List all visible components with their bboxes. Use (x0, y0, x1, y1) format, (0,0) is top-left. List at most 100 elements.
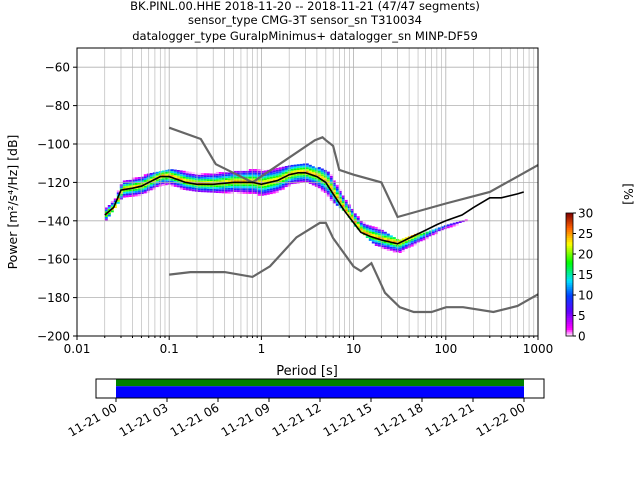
heatmap-cell (398, 247, 402, 250)
heatmap-cell (458, 230, 462, 233)
heatmap-cell (509, 210, 513, 213)
heatmap-cell (401, 257, 405, 260)
heatmap-cell (329, 185, 333, 188)
heatmap-cell (119, 182, 123, 185)
heatmap-cell (344, 209, 348, 212)
heatmap-cell (242, 188, 246, 191)
heatmap-cell (305, 178, 309, 181)
heatmap-cell (497, 227, 501, 230)
heatmap-cell (185, 184, 189, 187)
heatmap-cell (323, 177, 327, 180)
heatmap-cell (146, 179, 150, 182)
heatmap-cell (464, 229, 468, 231)
heatmap-cell (401, 238, 405, 241)
heatmap-cell (449, 225, 453, 228)
heatmap-cell (332, 199, 336, 202)
heatmap-cell (323, 185, 327, 188)
heatmap-cell (500, 217, 504, 219)
heatmap-cell (257, 190, 261, 192)
heatmap-cell (173, 185, 177, 187)
y-tick-label: −180 (37, 291, 70, 305)
heatmap-cell (488, 230, 492, 232)
heatmap-cell (311, 168, 315, 170)
heatmap-cell (197, 174, 201, 177)
heatmap-cell (221, 193, 225, 196)
heatmap-cell (506, 207, 510, 210)
heatmap-cell (467, 233, 471, 236)
colorbar-segment (566, 309, 573, 312)
heatmap-cell (419, 247, 423, 249)
heatmap-cell (212, 177, 216, 180)
heatmap-cell (455, 233, 459, 236)
heatmap-cell (128, 193, 132, 196)
heatmap-cell (284, 189, 288, 191)
heatmap-cell (380, 241, 384, 244)
heatmap-cell (299, 175, 303, 178)
heatmap-cell (383, 237, 387, 240)
heatmap-cell (458, 228, 462, 231)
heatmap-cell (272, 176, 276, 179)
heatmap-cell (413, 253, 417, 255)
heatmap-cell (131, 192, 135, 195)
heatmap-cell (206, 184, 210, 187)
colorbar-segment (566, 327, 573, 331)
axes: 0.01 0.1 1 10 100 1000 −200 −180 −160 −140 −120 −10… (37, 47, 553, 356)
heatmap-cell (293, 170, 297, 173)
heatmap-cell (473, 234, 477, 237)
heatmap-cell (491, 217, 495, 220)
heatmap-cell (197, 192, 201, 194)
heatmap-cell (197, 184, 201, 187)
heatmap-cell (446, 234, 450, 236)
heatmap-cell (344, 203, 348, 206)
heatmap-cell (503, 208, 507, 211)
heatmap-cell (494, 220, 498, 223)
heatmap-cell (332, 180, 336, 183)
heatmap-cell (110, 200, 114, 203)
heatmap-cell (470, 221, 474, 224)
heatmap-cell (326, 190, 330, 193)
heatmap-cell (326, 177, 330, 180)
heatmap-cell (236, 193, 240, 196)
heatmap-cell (221, 183, 225, 186)
colorbar-segment (566, 319, 573, 323)
heatmap-cell (392, 242, 396, 245)
heatmap-cell (443, 229, 447, 232)
heatmap-cell (224, 189, 228, 192)
heatmap-cell (431, 242, 435, 245)
heatmap-cell (458, 234, 462, 237)
heatmap-cell (203, 186, 207, 189)
heatmap-cell (281, 166, 285, 169)
heatmap-cell (134, 179, 138, 182)
heatmap-cell (119, 191, 123, 194)
heatmap-cell (236, 186, 240, 189)
colorbar-segment (566, 221, 573, 224)
timeline-tick-label: 11-21 06 (168, 400, 222, 439)
heatmap-cell (518, 210, 522, 213)
heatmap-cell (170, 180, 174, 183)
heatmap-cell (293, 174, 297, 177)
colorbar-segment (566, 235, 573, 238)
heatmap-cell (239, 184, 243, 187)
heatmap-cell (155, 185, 159, 188)
heatmap-cell (185, 178, 189, 181)
heatmap-cell (491, 223, 495, 226)
heatmap-cell (509, 224, 513, 227)
heatmap-cell (227, 187, 231, 190)
heatmap-cell (284, 169, 288, 172)
heatmap-cell (272, 178, 276, 180)
heatmap-cell (392, 244, 396, 247)
heatmap-cell (203, 173, 207, 176)
heatmap-cell (455, 227, 459, 230)
heatmap-cell (137, 192, 141, 195)
heatmap-cell (383, 245, 387, 248)
heatmap-cell (113, 194, 117, 197)
heatmap-cell (488, 214, 492, 217)
heatmap-cell (185, 182, 189, 185)
heatmap-cell (317, 192, 321, 194)
heatmap-cell (275, 167, 279, 170)
heatmap-cell (149, 186, 153, 189)
heatmap-cell (509, 218, 513, 221)
heatmap-cell (248, 193, 252, 196)
heatmap-cell (293, 178, 297, 180)
heatmap-cell (227, 172, 231, 175)
